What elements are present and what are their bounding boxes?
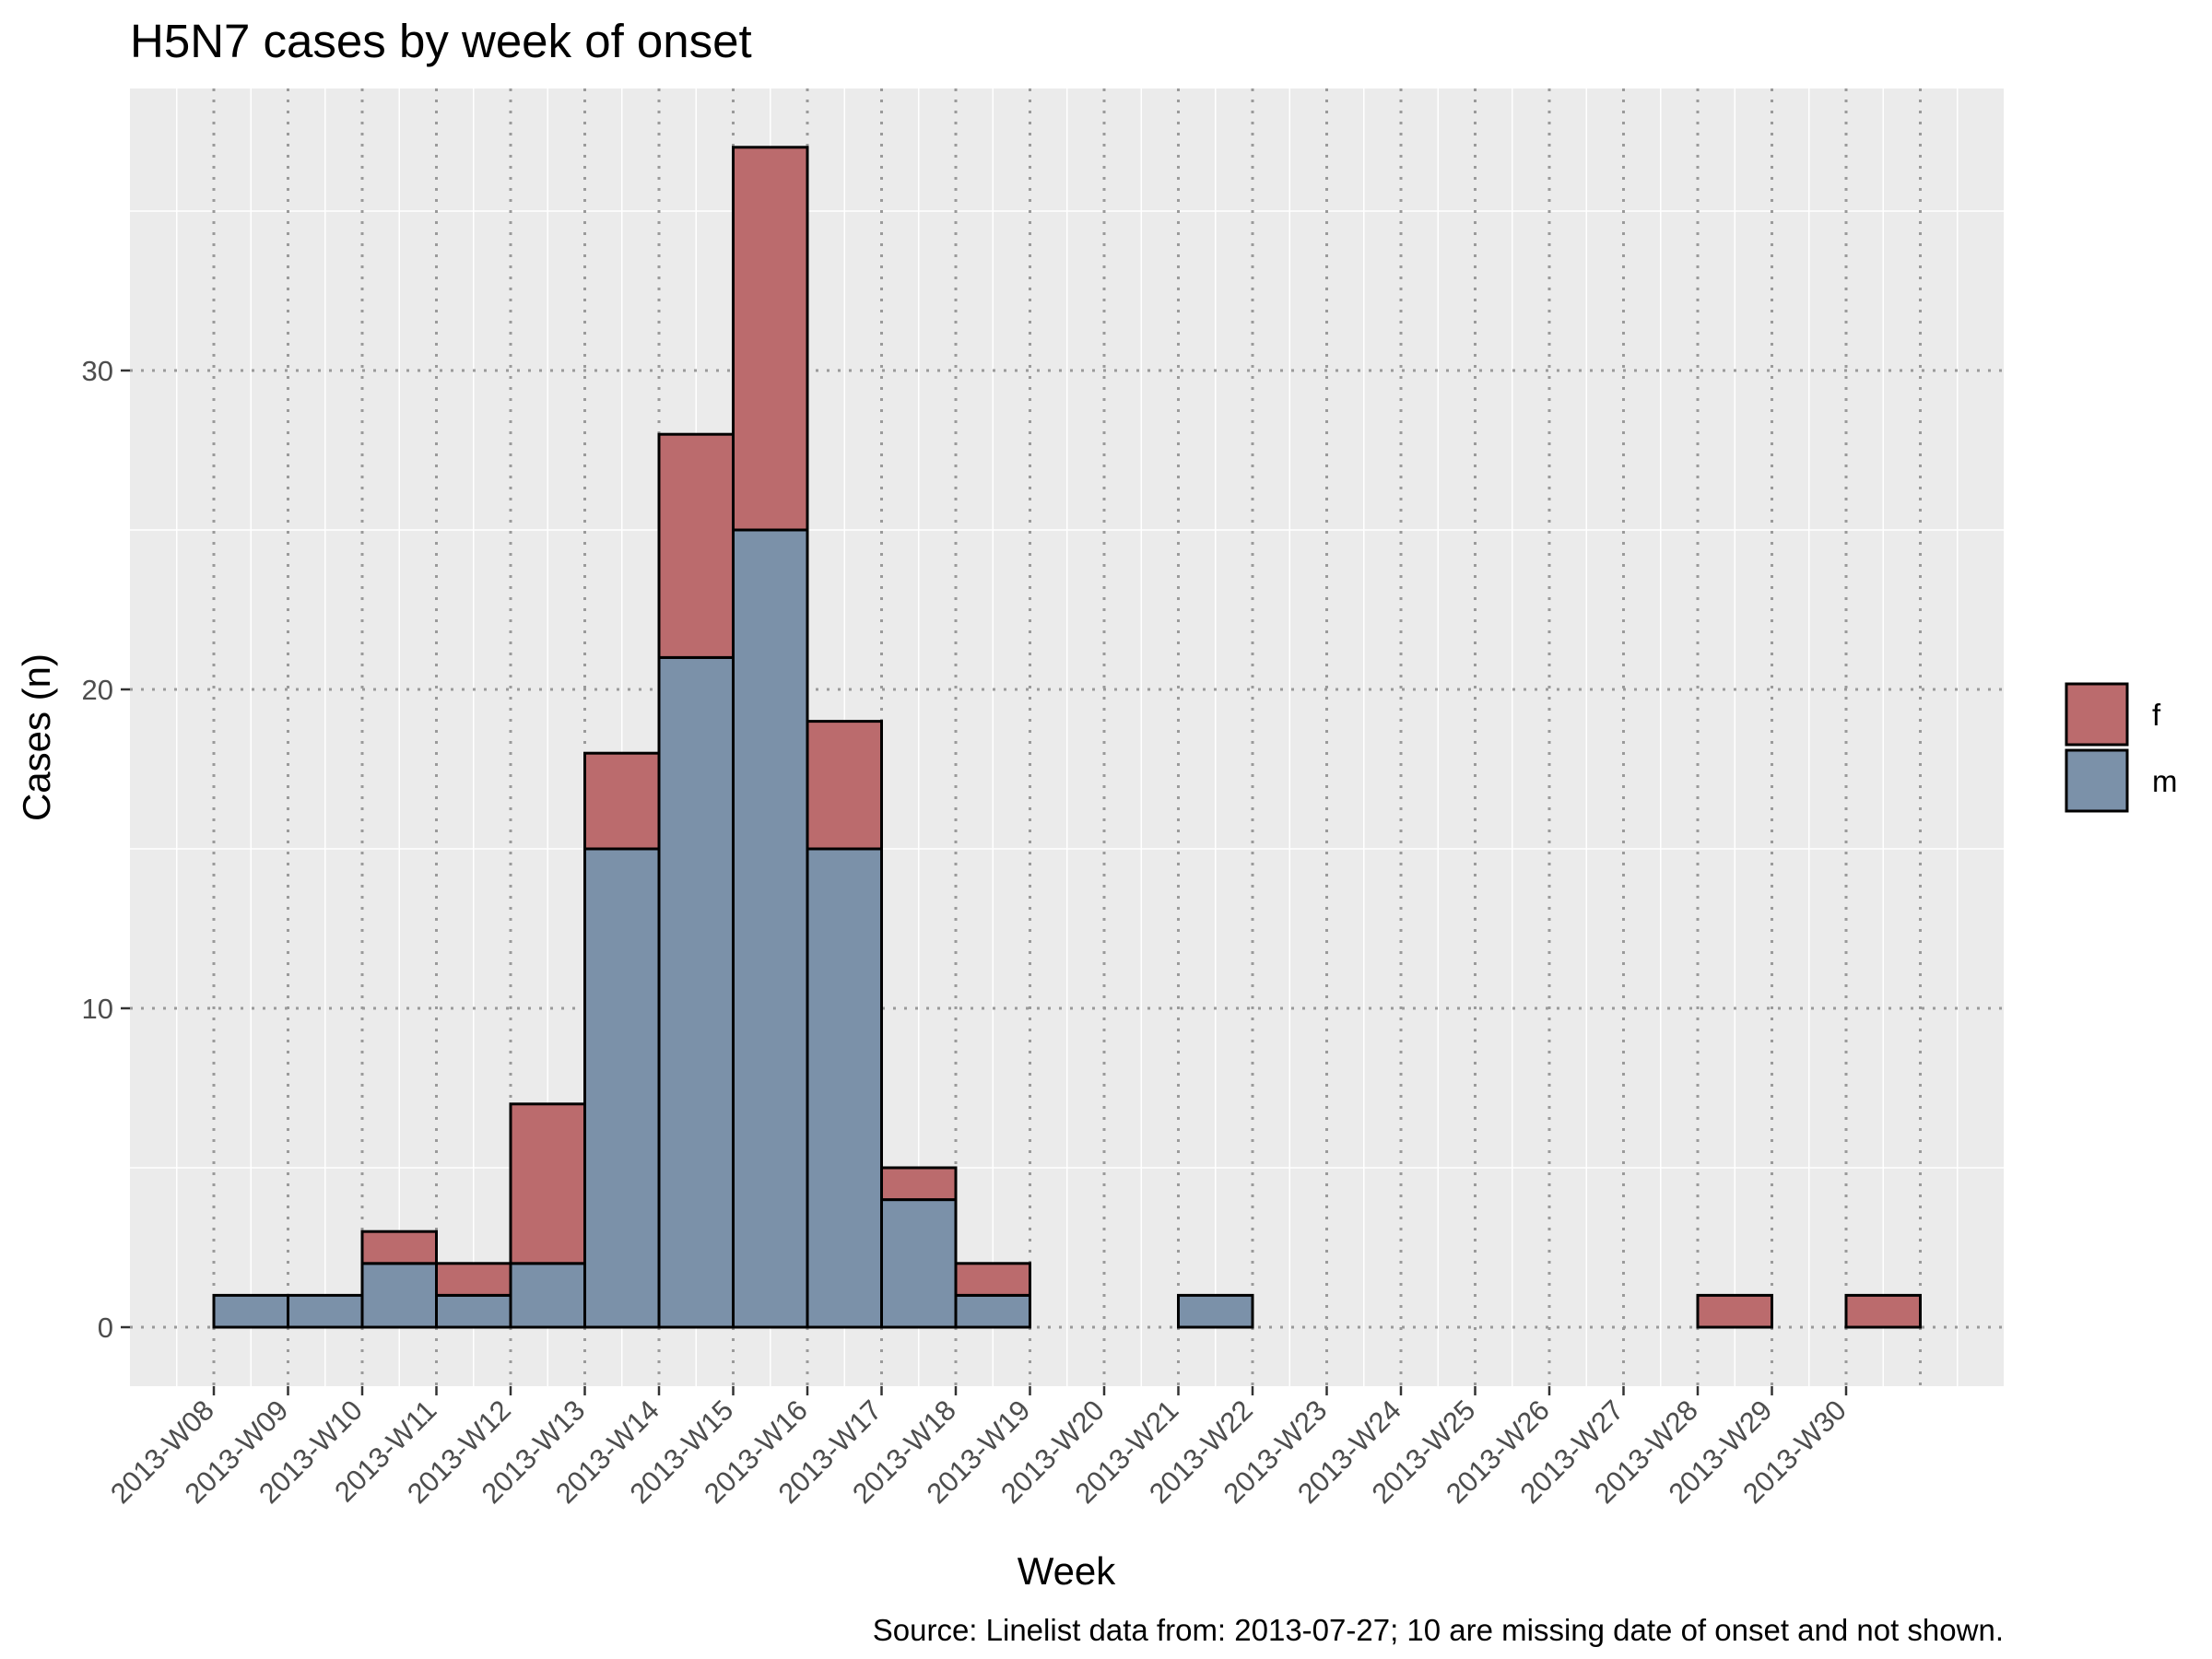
bar-m-2013-W10	[360, 1262, 438, 1329]
bar-f-2013-W15	[732, 146, 809, 532]
x-axis-title: Week	[1018, 1549, 1117, 1593]
bar-f-2013-W30	[1844, 1293, 1922, 1329]
caption: Source: Linelist data from: 2013-07-27; …	[873, 1613, 2004, 1647]
bar-m-2013-W08	[212, 1293, 289, 1329]
bar-m-2013-W13	[583, 847, 661, 1329]
bar-f-2013-W17	[880, 1166, 958, 1202]
y-tick-label: 20	[82, 674, 113, 706]
bar-m-2013-W21	[1177, 1293, 1254, 1329]
bar-m-2013-W18	[954, 1293, 1031, 1329]
bar-m-2013-W15	[732, 528, 809, 1329]
legend: fm	[2065, 682, 2178, 813]
y-axis-title: Cases (n)	[15, 653, 58, 821]
y-axis: 0 10 20 30	[82, 355, 130, 1344]
bar-f-2013-W11	[435, 1262, 512, 1297]
bar-m-2013-W14	[657, 655, 735, 1329]
bar-m-2013-W12	[509, 1262, 586, 1329]
bar-m-2013-W16	[806, 847, 883, 1329]
y-tick-label: 30	[82, 355, 113, 387]
legend-label-f: f	[2152, 698, 2161, 732]
y-tick-label: 0	[98, 1312, 113, 1344]
bar-m-2013-W11	[435, 1293, 512, 1329]
bar-f-2013-W13	[583, 751, 661, 851]
bar-f-2013-W16	[806, 720, 883, 851]
legend-label-m: m	[2152, 764, 2178, 798]
legend-key-f	[2065, 682, 2129, 747]
bar-f-2013-W28	[1696, 1293, 1773, 1329]
chart-title: H5N7 cases by week of onset	[130, 15, 752, 67]
bar-m-2013-W09	[287, 1293, 364, 1329]
legend-key-m	[2065, 748, 2129, 813]
x-axis: 2013-W082013-W092013-W102013-W112013-W12…	[104, 1386, 1853, 1510]
bar-f-2013-W14	[657, 432, 735, 659]
y-tick-label: 10	[82, 993, 113, 1025]
bar-f-2013-W12	[509, 1102, 586, 1265]
bars	[212, 146, 1922, 1329]
bar-f-2013-W10	[360, 1230, 438, 1265]
bar-m-2013-W17	[880, 1198, 958, 1329]
bar-f-2013-W18	[954, 1262, 1031, 1297]
